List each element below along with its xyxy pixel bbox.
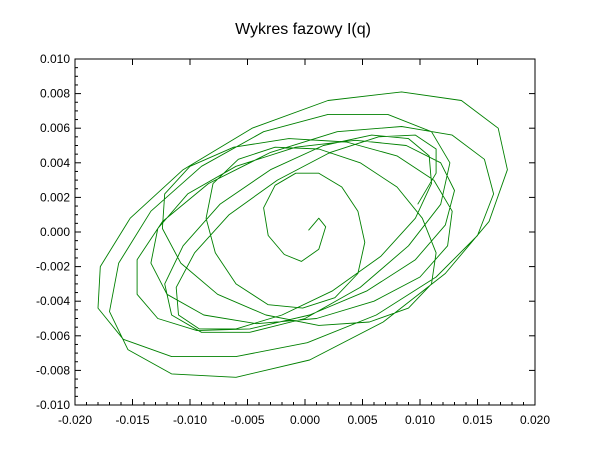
y-tick-label: -0.008 xyxy=(36,363,70,377)
x-tick-label: -0.015 xyxy=(115,413,149,427)
y-tick-label: 0.004 xyxy=(40,156,70,170)
y-tick-label: -0.010 xyxy=(36,398,70,412)
axis-ticks xyxy=(74,58,536,406)
y-tick-label: 0.006 xyxy=(40,121,70,135)
y-tick-label: 0.008 xyxy=(40,87,70,101)
chart-title: Wykres fazowy I(q) xyxy=(235,21,371,38)
y-tick-label: 0.010 xyxy=(40,52,70,66)
x-tick-label: 0.010 xyxy=(405,413,435,427)
x-tick-label: 0.020 xyxy=(520,413,550,427)
y-tick-label: 0.000 xyxy=(40,225,70,239)
x-tick-label: -0.010 xyxy=(173,413,207,427)
y-tick-label: -0.002 xyxy=(36,260,70,274)
x-tick-label: -0.005 xyxy=(230,413,264,427)
plot-area-frame xyxy=(74,58,536,406)
x-tick-label: 0.005 xyxy=(347,413,377,427)
axis-tick-labels: -0.020 -0.015 -0.010 -0.005 0.000 0.005 0.010 0… xyxy=(36,52,550,427)
y-tick-label: -0.004 xyxy=(36,294,70,308)
phase-trajectory-series xyxy=(97,91,508,378)
x-tick-label: -0.020 xyxy=(58,413,92,427)
y-tick-label: 0.002 xyxy=(40,190,70,204)
y-tick-label: -0.006 xyxy=(36,329,70,343)
x-tick-label: 0.015 xyxy=(462,413,492,427)
x-tick-label: 0.000 xyxy=(290,413,320,427)
